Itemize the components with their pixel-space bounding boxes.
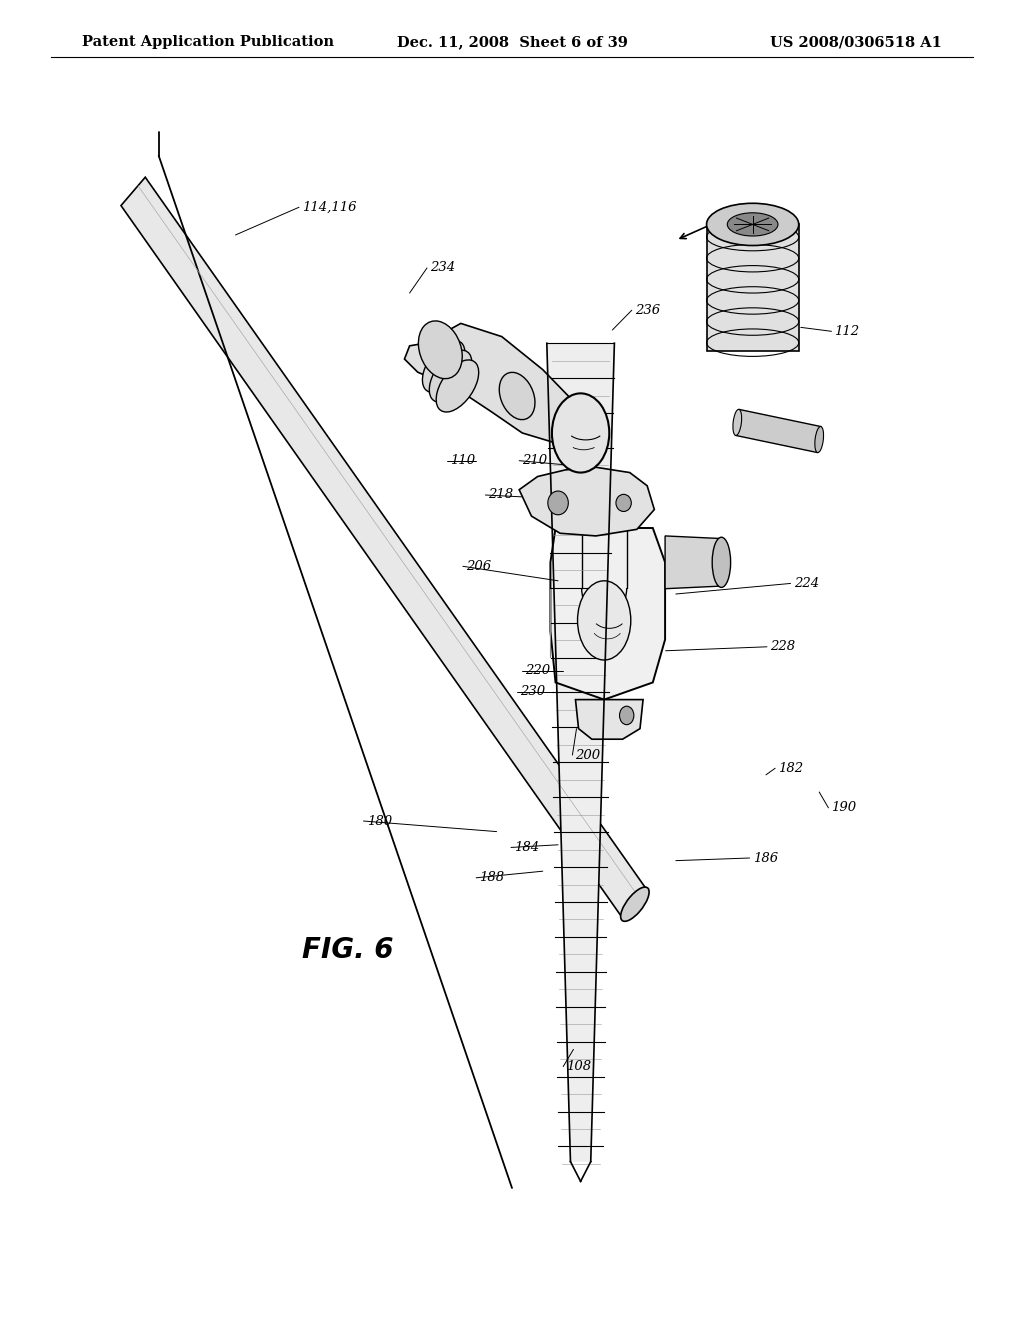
Text: 206: 206 [466, 560, 492, 573]
Polygon shape [547, 343, 614, 1162]
Text: 220: 220 [525, 664, 551, 677]
Text: 180: 180 [367, 814, 392, 828]
Text: 114,116: 114,116 [302, 201, 356, 214]
Text: FIG. 6: FIG. 6 [302, 936, 393, 965]
Text: 112: 112 [835, 325, 860, 338]
Text: 228: 228 [770, 640, 796, 653]
Ellipse shape [548, 491, 568, 515]
Text: 236: 236 [635, 304, 660, 317]
Text: US 2008/0306518 A1: US 2008/0306518 A1 [770, 36, 942, 49]
Polygon shape [519, 467, 654, 536]
Ellipse shape [620, 706, 634, 725]
Polygon shape [555, 473, 606, 506]
Text: 108: 108 [566, 1060, 592, 1073]
Polygon shape [121, 177, 647, 919]
Text: 110: 110 [451, 454, 476, 467]
Polygon shape [551, 528, 666, 700]
Text: 218: 218 [488, 488, 514, 502]
Ellipse shape [500, 372, 535, 420]
Ellipse shape [616, 494, 631, 511]
Polygon shape [404, 323, 579, 442]
Text: 188: 188 [479, 871, 505, 884]
Ellipse shape [578, 581, 631, 660]
Text: 104: 104 [766, 223, 792, 236]
Polygon shape [707, 224, 799, 351]
Ellipse shape [733, 409, 741, 436]
Ellipse shape [423, 341, 465, 392]
Text: Patent Application Publication: Patent Application Publication [82, 36, 334, 49]
Ellipse shape [552, 393, 609, 473]
Ellipse shape [621, 887, 649, 921]
Text: 200: 200 [575, 748, 601, 762]
Polygon shape [735, 409, 821, 453]
Text: 234: 234 [430, 261, 456, 275]
Text: 184: 184 [514, 841, 540, 854]
Text: 224: 224 [794, 577, 819, 590]
Text: 230: 230 [520, 685, 546, 698]
Ellipse shape [707, 203, 799, 246]
Ellipse shape [727, 213, 778, 236]
Polygon shape [575, 700, 643, 739]
Ellipse shape [429, 350, 472, 403]
Ellipse shape [815, 426, 823, 453]
Text: Dec. 11, 2008  Sheet 6 of 39: Dec. 11, 2008 Sheet 6 of 39 [396, 36, 628, 49]
Text: 190: 190 [831, 801, 857, 814]
Ellipse shape [419, 321, 462, 379]
Polygon shape [666, 536, 721, 589]
Text: 210: 210 [522, 454, 548, 467]
Text: 186: 186 [753, 851, 778, 865]
Ellipse shape [436, 360, 478, 412]
Text: 182: 182 [778, 762, 804, 775]
Ellipse shape [713, 537, 731, 587]
